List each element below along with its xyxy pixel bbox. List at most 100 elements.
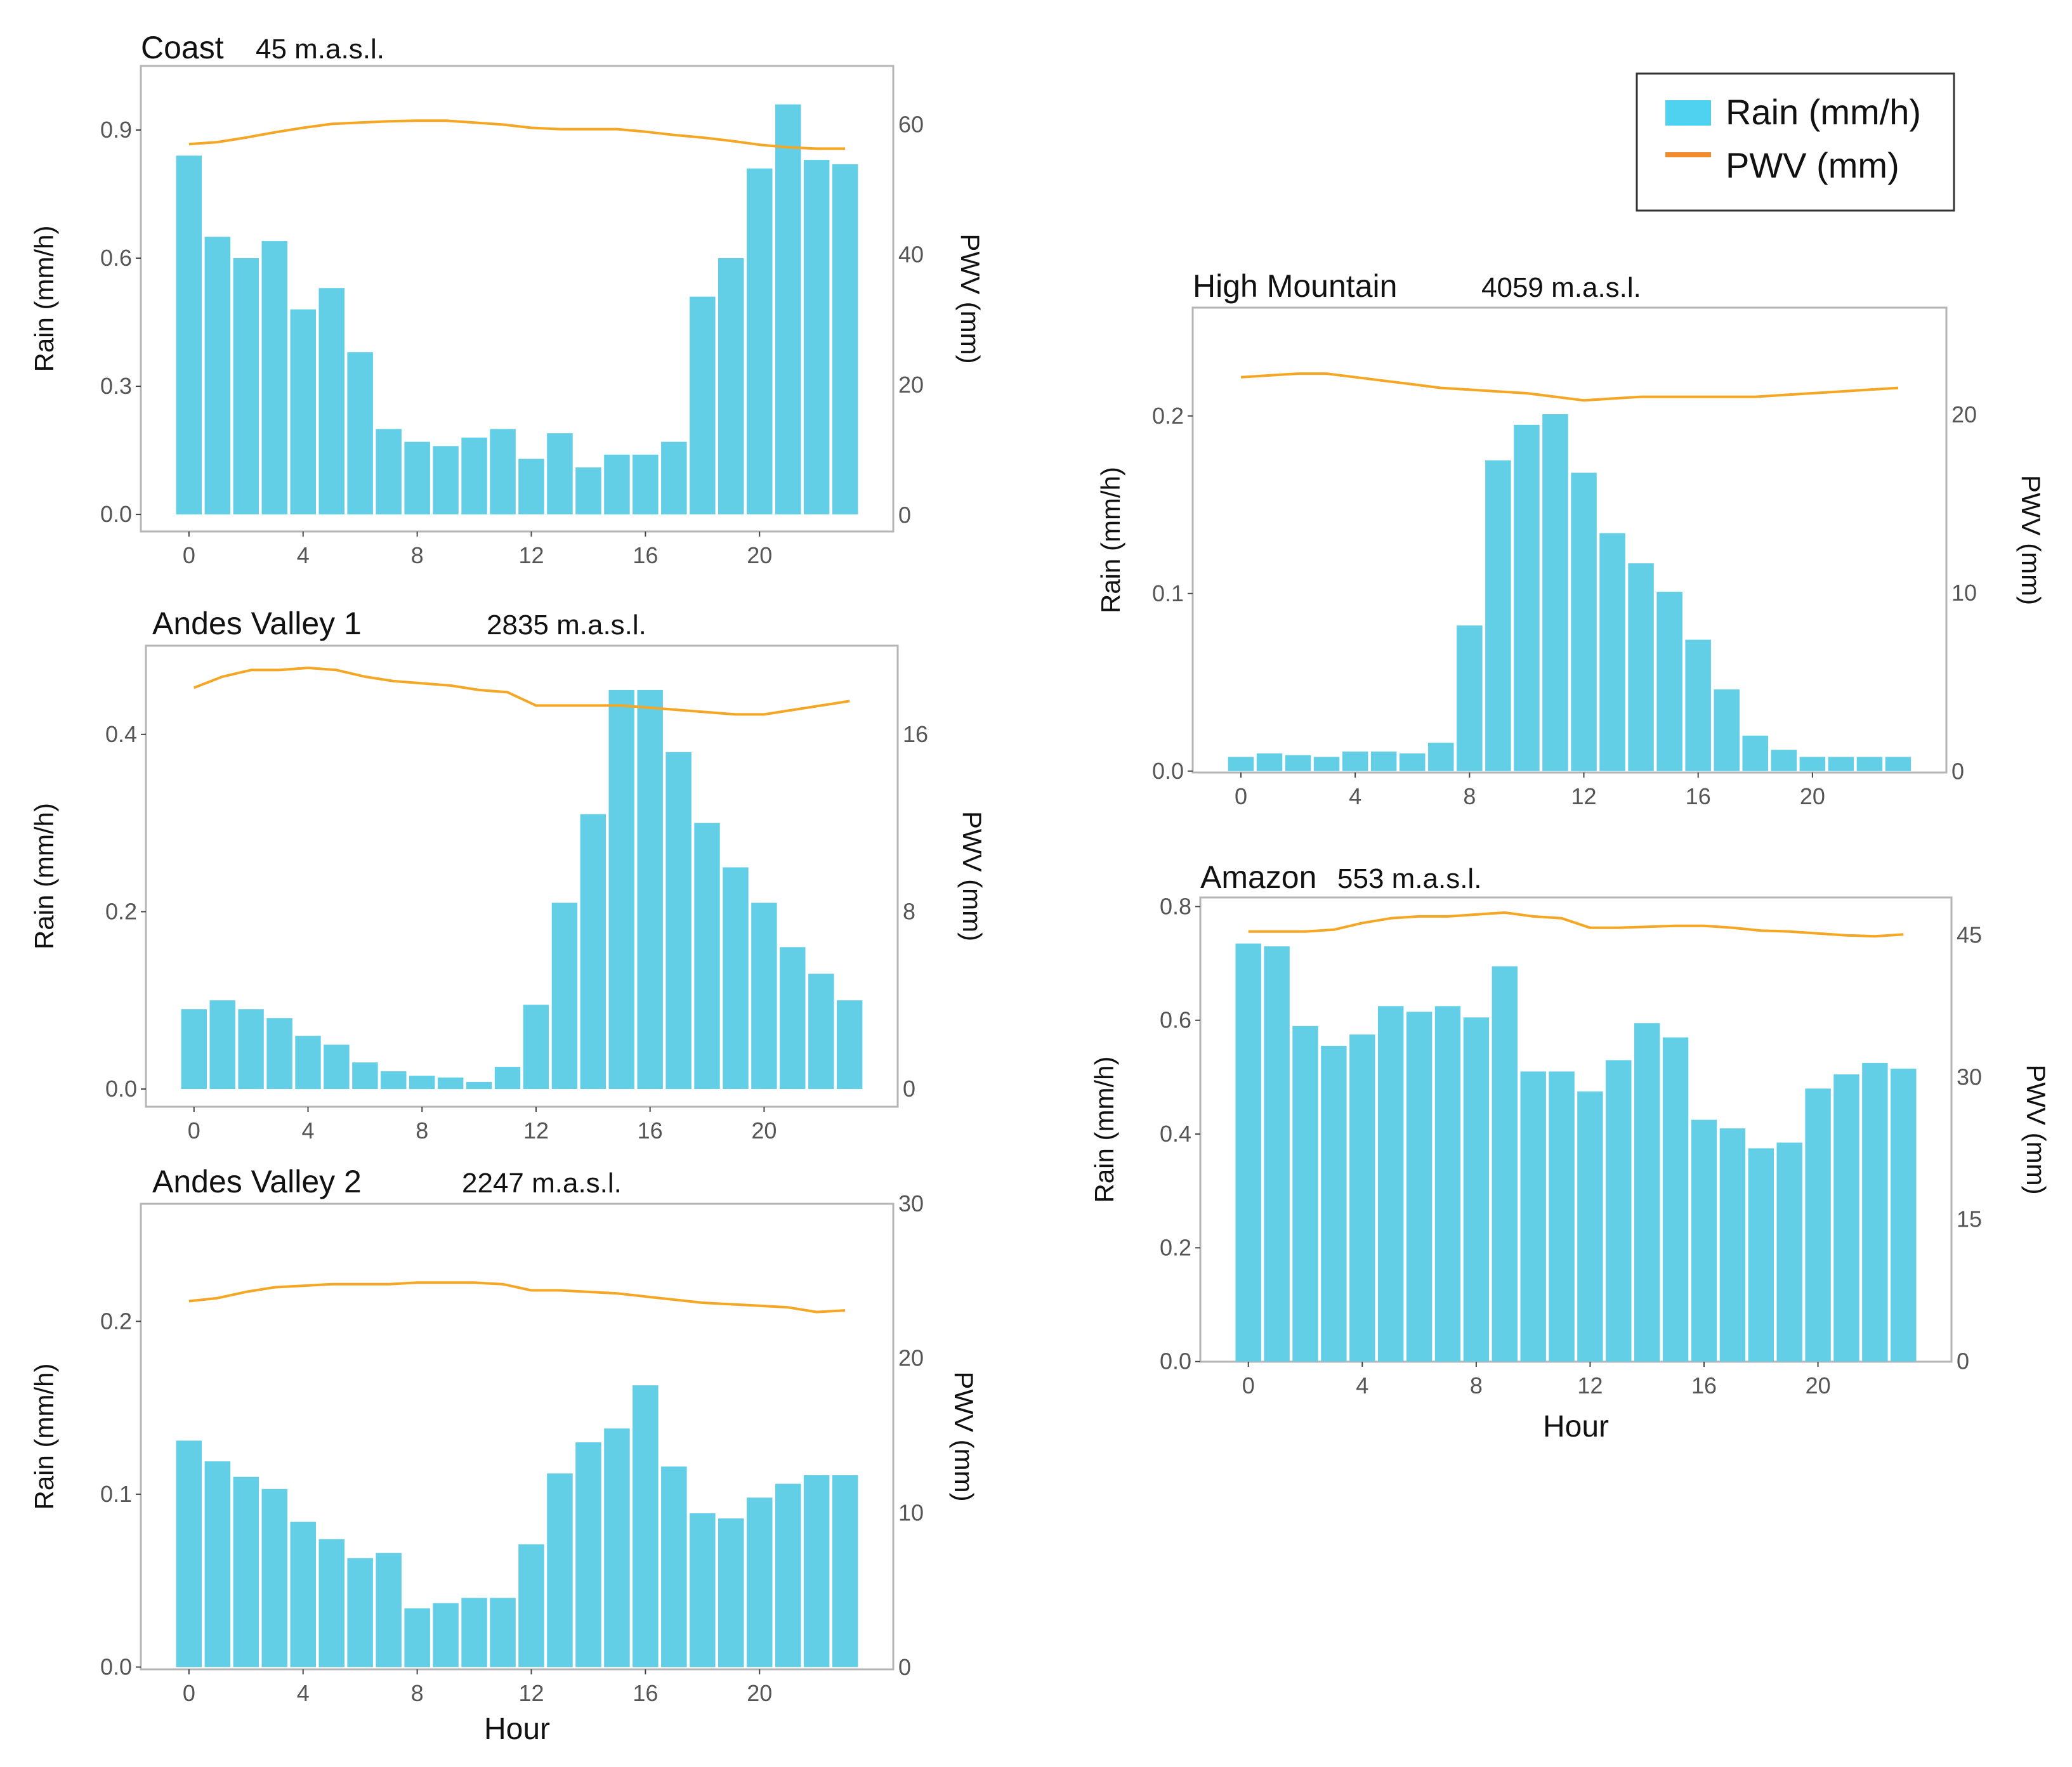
y-tick-label: 0.4 xyxy=(105,721,137,747)
rain-bar xyxy=(575,467,601,515)
rain-bar xyxy=(1606,1060,1632,1362)
rain-bar xyxy=(1434,1006,1461,1362)
rain-bar xyxy=(1406,1012,1433,1362)
x-tick-label: 12 xyxy=(1571,783,1596,809)
rain-bar xyxy=(233,1477,259,1667)
y2-tick-label: 20 xyxy=(898,1345,924,1371)
panel-amazon: Amazon 553 m.a.s.l. 0.0 0.2 0.4 0.6 0.8 0 15 30 45… xyxy=(1089,859,2051,1444)
rain-bar xyxy=(1828,757,1854,771)
panel-andes2: Andes Valley 2 2247 m.a.s.l. 0.0 0.1 0.2 0 10 2… xyxy=(29,1164,979,1746)
rain-bar xyxy=(1714,689,1740,771)
rain-bar xyxy=(1342,752,1368,771)
y-tick-label: 0.0 xyxy=(105,1076,137,1102)
panel-title: Andes Valley 2 xyxy=(152,1164,362,1199)
x-tick-label: 8 xyxy=(1463,783,1476,809)
y2-tick-label: 0 xyxy=(903,1076,915,1102)
rain-bar xyxy=(751,903,777,1089)
rain-bar xyxy=(1549,1071,1575,1362)
rain-bar xyxy=(1256,753,1283,771)
y-axis-label: Rain (mm/h) xyxy=(29,1363,59,1509)
x-tick-label: 0 xyxy=(188,1118,200,1144)
rain-bar xyxy=(661,441,687,515)
y-tick-label: 0.2 xyxy=(1152,403,1184,429)
rain-bar xyxy=(404,1608,430,1667)
rain-bar xyxy=(1485,460,1511,771)
rain-bar xyxy=(1542,414,1568,771)
legend-rain-swatch xyxy=(1665,100,1711,126)
rain-bar xyxy=(438,1077,464,1090)
rain-bar xyxy=(604,454,630,515)
x-tick-label: 12 xyxy=(518,1680,544,1706)
rain-bar xyxy=(376,1553,402,1667)
rain-bar xyxy=(1805,1088,1831,1362)
y2-tick-label: 0 xyxy=(1957,1348,1969,1374)
rain-bar xyxy=(381,1071,407,1090)
y-tick-label: 0.4 xyxy=(1160,1121,1191,1147)
y-tick-label: 0.0 xyxy=(1152,758,1184,784)
rain-bar xyxy=(1628,563,1654,771)
y-tick-label: 0.8 xyxy=(1160,893,1191,919)
y2-tick-label: 10 xyxy=(898,1499,924,1525)
x-tick-label: 4 xyxy=(1356,1373,1368,1399)
rain-bar xyxy=(261,1489,287,1667)
rain-bar xyxy=(1862,1062,1888,1362)
rain-bar xyxy=(1457,625,1483,771)
rain-bar xyxy=(832,1475,858,1667)
rain-bar xyxy=(803,1475,830,1667)
rain-bar xyxy=(747,168,773,515)
rain-bar xyxy=(1492,966,1518,1362)
panel-elevation: 2247 m.a.s.l. xyxy=(462,1168,622,1199)
rain-bar xyxy=(1719,1128,1746,1362)
rain-bar xyxy=(1771,750,1797,771)
rain-bar xyxy=(608,689,634,1089)
rain-bar xyxy=(1748,1148,1774,1362)
y2-tick-label: 30 xyxy=(1957,1064,1982,1090)
rain-bar xyxy=(1463,1017,1490,1362)
x-tick-label: 8 xyxy=(416,1118,428,1144)
rain-bar xyxy=(1349,1034,1375,1362)
x-tick-label: 8 xyxy=(1470,1373,1483,1399)
rain-bar xyxy=(775,1483,801,1667)
y-tick-label: 0.6 xyxy=(1160,1007,1191,1033)
rain-bar xyxy=(1662,1037,1689,1362)
rain-bar xyxy=(1776,1142,1802,1362)
rain-bar xyxy=(747,1497,773,1667)
y2-axis-label: PWV (mm) xyxy=(957,811,987,941)
rain-bar xyxy=(580,814,606,1089)
x-axis-label: Hour xyxy=(484,1712,550,1746)
rain-bar xyxy=(780,947,806,1089)
rain-bar xyxy=(233,258,259,514)
rain-bar xyxy=(490,1598,516,1667)
rain-bar xyxy=(633,1385,659,1667)
panel-highmountain: High Mountain 4059 m.a.s.l. 0.0 0.1 0.2 0 10 20… xyxy=(1096,268,2046,809)
pwv-line xyxy=(188,119,846,150)
rain-bar xyxy=(518,1544,544,1667)
rain-bar xyxy=(1656,592,1682,771)
x-tick-label: 16 xyxy=(633,1680,658,1706)
x-tick-label: 12 xyxy=(523,1118,549,1144)
x-tick-label: 4 xyxy=(297,542,310,568)
rain-bar xyxy=(551,903,578,1089)
x-tick-label: 8 xyxy=(411,542,424,568)
rain-bar xyxy=(690,1513,716,1667)
rain-bar xyxy=(661,1466,687,1667)
rain-bar xyxy=(352,1062,378,1089)
x-tick-label: 20 xyxy=(747,542,772,568)
y2-tick-label: 15 xyxy=(1957,1206,1982,1232)
rain-bar xyxy=(1833,1074,1859,1362)
rain-bar xyxy=(1292,1026,1318,1362)
y-axis-label: Rain (mm/h) xyxy=(29,225,59,372)
y2-tick-label: 30 xyxy=(898,1190,924,1216)
panel-title: High Mountain xyxy=(1193,268,1397,304)
rain-bar xyxy=(290,1522,316,1667)
pwv-line xyxy=(1240,372,1899,402)
rain-bar xyxy=(347,352,373,515)
rain-bar xyxy=(433,1603,459,1667)
x-tick-label: 20 xyxy=(1800,783,1825,809)
rain-bar xyxy=(1799,757,1826,771)
panel-andes1: Andes Valley 1 2835 m.a.s.l. 0.0 0.2 0.4 0 8 16… xyxy=(29,606,987,1144)
x-tick-label: 16 xyxy=(1691,1373,1717,1399)
pwv-line xyxy=(193,667,850,716)
rain-bar xyxy=(404,441,430,515)
